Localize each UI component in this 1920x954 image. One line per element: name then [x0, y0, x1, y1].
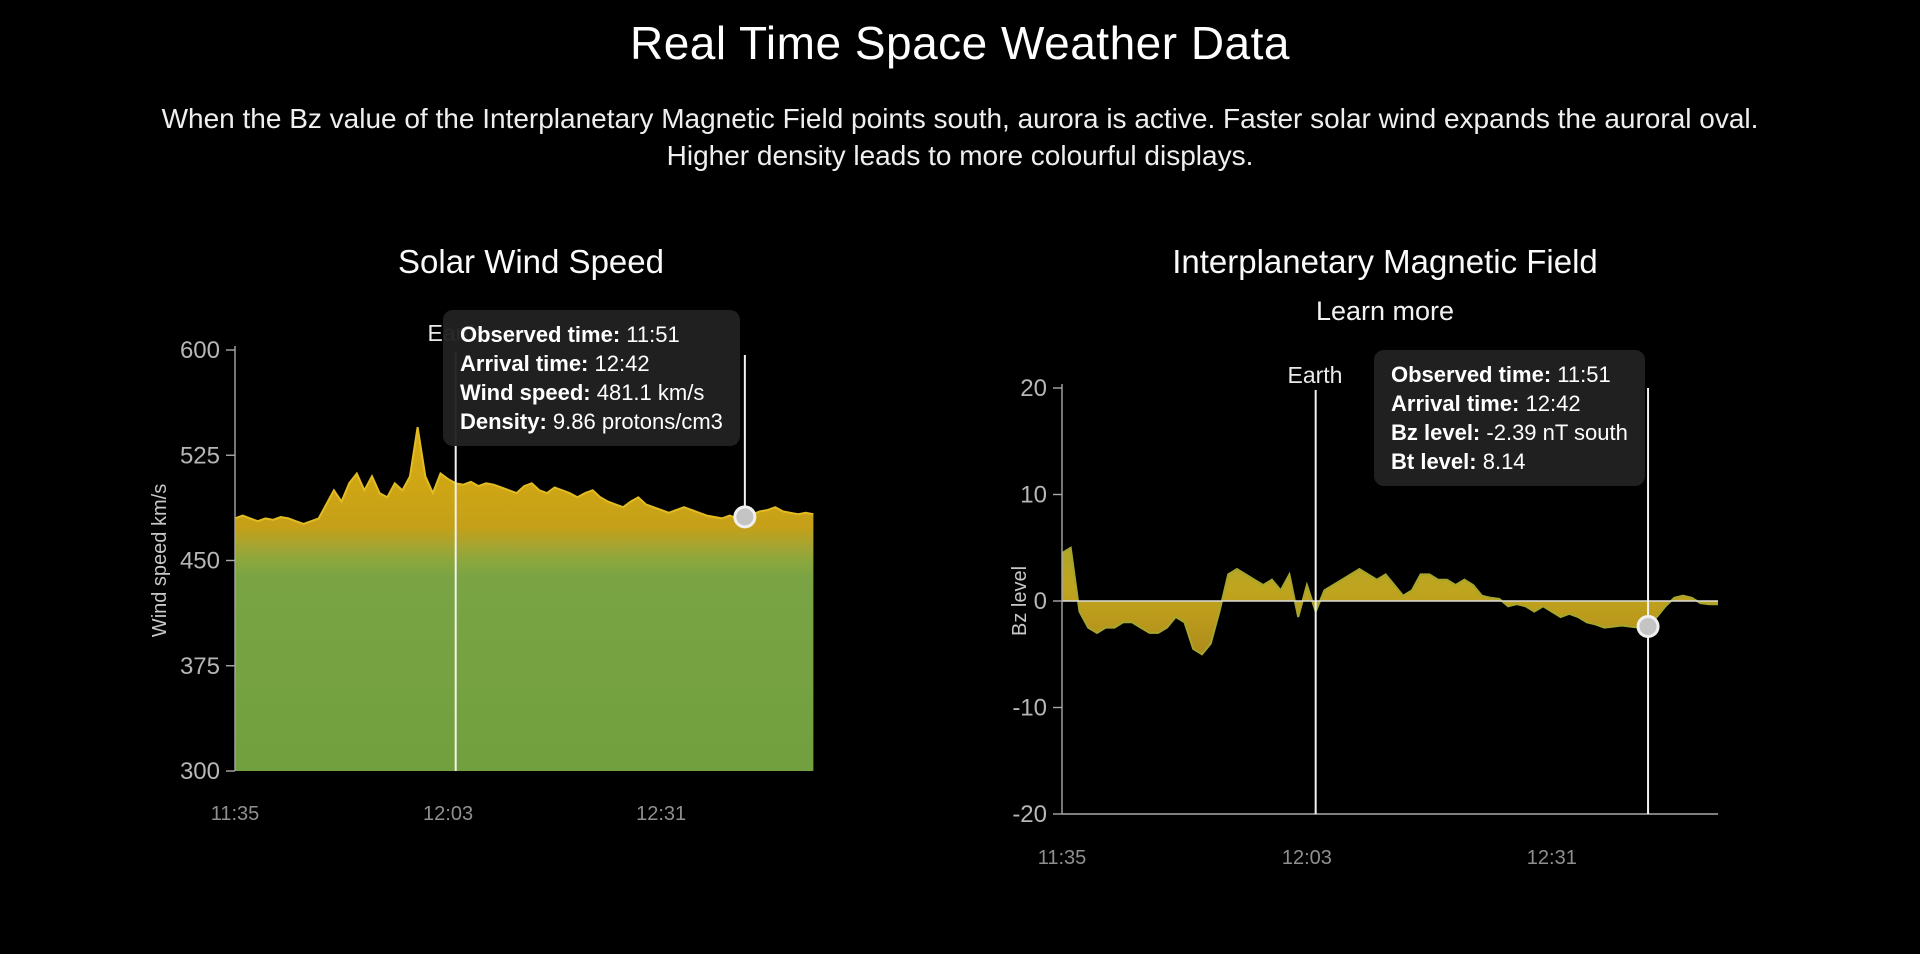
tooltip-label: Density: — [460, 409, 547, 434]
svg-text:11:35: 11:35 — [211, 803, 260, 825]
svg-text:450: 450 — [180, 548, 220, 575]
learn-more-link[interactable]: Learn more — [1315, 296, 1455, 326]
tooltip-label: Wind speed: — [460, 380, 591, 405]
page-subtitle: When the Bz value of the Interplanetary … — [161, 103, 1759, 171]
tooltip-value: 12:42 — [1525, 391, 1581, 416]
imf-chart[interactable]: 20 10 0 -10 -20 11:35 12:03 12:31 Bz level — [1000, 340, 1880, 900]
tooltip-label: Observed time: — [1391, 362, 1552, 387]
svg-text:12:03: 12:03 — [423, 803, 473, 825]
tooltip-row: Observed time: 11:51 — [1391, 360, 1628, 389]
svg-text:525: 525 — [180, 442, 220, 469]
tooltip-label: Arrival time: — [460, 351, 589, 376]
tooltip-label: Arrival time: — [1391, 391, 1520, 416]
svg-text:375: 375 — [180, 653, 220, 680]
svg-text:11:35: 11:35 — [1038, 847, 1087, 869]
tooltip-row: Wind speed: 481.1 km/s — [460, 378, 723, 407]
wind-tooltip: Observed time: 11:51 Arrival time: 12:42… — [443, 310, 740, 446]
svg-text:10: 10 — [1020, 482, 1047, 509]
tooltip-label: Observed time: — [460, 322, 621, 347]
svg-text:Bz level: Bz level — [1009, 566, 1031, 636]
svg-text:Wind speed km/s: Wind speed km/s — [149, 484, 171, 637]
tooltip-value: 481.1 km/s — [596, 380, 705, 405]
svg-text:-10: -10 — [1012, 695, 1047, 722]
svg-text:20: 20 — [1020, 375, 1047, 402]
svg-text:12:03: 12:03 — [1282, 847, 1332, 869]
svg-text:-20: -20 — [1012, 801, 1047, 828]
tooltip-value: -2.39 nT south — [1486, 420, 1628, 445]
tooltip-value: 12:42 — [594, 351, 650, 376]
svg-text:0: 0 — [1034, 588, 1047, 615]
tooltip-row: Bz level: -2.39 nT south — [1391, 418, 1628, 447]
wind-chart[interactable]: 600 525 450 375 300 11:35 12:03 12:31 Wind speed… — [130, 300, 1010, 860]
tooltip-value: 9.86 protons/cm3 — [552, 409, 723, 434]
tooltip-row: Observed time: 11:51 — [460, 320, 723, 349]
page-title: Real Time Space Weather Data — [629, 17, 1291, 69]
imf-chart-title: Interplanetary Magnetic Field — [1172, 243, 1598, 280]
tooltip-value: 8.14 — [1482, 449, 1526, 474]
tooltip-row: Density: 9.86 protons/cm3 — [460, 407, 723, 436]
tooltip-row: Arrival time: 12:42 — [1391, 389, 1628, 418]
svg-text:12:31: 12:31 — [1527, 847, 1577, 869]
imf-tooltip: Observed time: 11:51 Arrival time: 12:42… — [1374, 350, 1645, 486]
tooltip-value: 11:51 — [626, 322, 680, 347]
svg-text:300: 300 — [180, 758, 220, 785]
imf-earth-label: Earth — [1287, 362, 1343, 388]
svg-text:600: 600 — [180, 337, 220, 364]
tooltip-row: Bt level: 8.14 — [1391, 447, 1628, 476]
tooltip-row: Arrival time: 12:42 — [460, 349, 723, 378]
wind-chart-title: Solar Wind Speed — [398, 243, 664, 280]
tooltip-value: 11:51 — [1557, 362, 1611, 387]
tooltip-label: Bt level: — [1391, 449, 1477, 474]
tooltip-label: Bz level: — [1391, 420, 1481, 445]
svg-text:12:31: 12:31 — [636, 803, 686, 825]
